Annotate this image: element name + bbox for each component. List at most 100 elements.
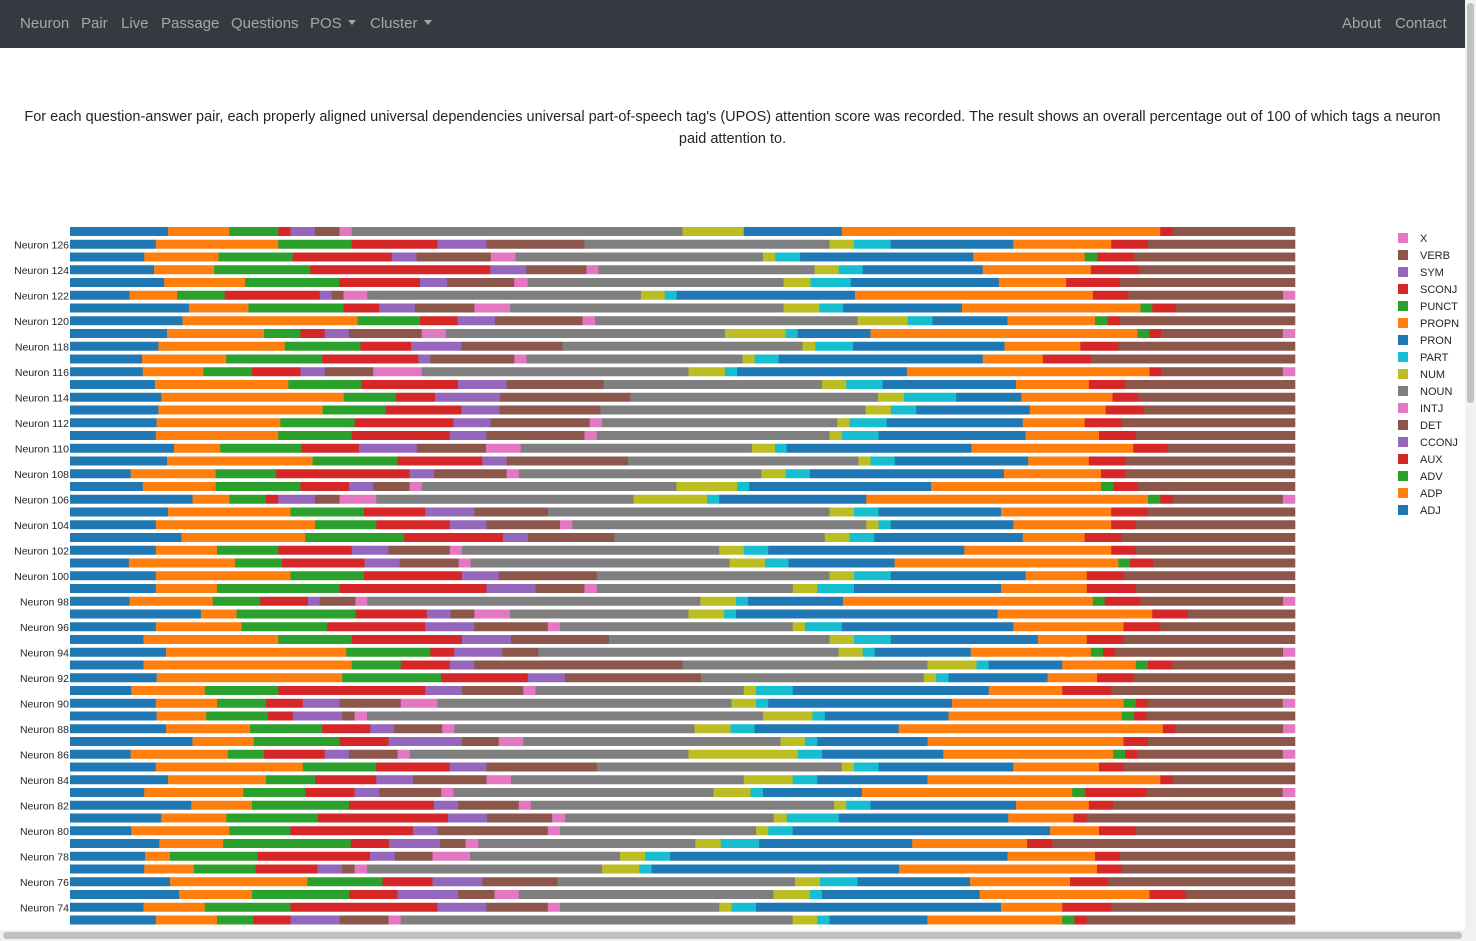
bar-segment-verb [1138, 265, 1296, 275]
bar-segment-intj [339, 227, 353, 236]
vertical-scrollbar[interactable] [1465, 0, 1476, 941]
bar-segment-x [1282, 788, 1296, 797]
nav-dropdown-cluster[interactable]: Cluster [370, 0, 432, 48]
bar-segment-aux [253, 915, 291, 925]
bar-segment-adj [70, 647, 167, 657]
legend-swatch [1398, 352, 1408, 362]
bar-segment-part [809, 890, 823, 899]
bar-segment-aux [404, 533, 504, 542]
nav-link-contact[interactable]: Contact [1395, 15, 1447, 32]
bar-segment-sconj [1099, 762, 1124, 772]
legend-label: NUM [1420, 369, 1445, 381]
bar-segment-punct [1095, 316, 1108, 326]
bar-segment-pron [916, 405, 1031, 415]
bar-segment-sconj [1062, 686, 1112, 695]
bar-segment-adj [70, 724, 167, 734]
bar-segment-adj [70, 239, 157, 249]
bar-segment-part [797, 749, 823, 759]
bar-segment-noun [627, 456, 859, 466]
bar-segment-verb [1134, 252, 1296, 262]
bar-row [70, 443, 1296, 453]
bar-segment-det [319, 596, 356, 606]
bar-segment-part [817, 915, 830, 925]
nav-link-live[interactable]: Live [121, 15, 149, 32]
bar-segment-propn [1028, 456, 1090, 466]
bar-segment-aux [343, 303, 380, 313]
bar-segment-aux [278, 686, 426, 695]
bar-segment-x [1282, 647, 1296, 657]
nav-link-about[interactable]: About [1342, 15, 1382, 32]
bar-segment-noun [530, 800, 835, 810]
nav-link-pair[interactable]: Pair [81, 15, 108, 32]
bar-segment-adp [159, 839, 224, 848]
bar-segment-sconj [1074, 915, 1088, 925]
bar-segment-det [331, 290, 344, 300]
nav-link-passage[interactable]: Passage [161, 15, 220, 32]
bar-row [70, 788, 1296, 797]
bar-segment-adv [218, 252, 294, 262]
bar-segment-det [416, 443, 487, 453]
bar-segment-verb [1120, 851, 1296, 861]
bar-segment-part [815, 341, 854, 351]
bar-segment-propn [1001, 507, 1112, 517]
legend-swatch [1398, 301, 1408, 311]
bar-segment-sconj [1088, 800, 1114, 810]
bar-segment-sconj [1104, 596, 1141, 606]
bar-segment-adp [168, 227, 230, 236]
bar-segment-aux [278, 545, 353, 555]
bar-segment-x [1282, 494, 1296, 504]
vertical-scrollbar-thumb[interactable] [1467, 3, 1474, 403]
legend-item: PROPN [1398, 318, 1459, 330]
bar-segment-pron [829, 915, 928, 925]
nav-link-neuron[interactable]: Neuron [20, 15, 70, 32]
bar-segment-intj [523, 686, 536, 695]
bar-segment-cconj [449, 520, 487, 530]
horizontal-scrollbar-thumb[interactable] [3, 932, 1462, 939]
bar-segment-pron [890, 571, 1026, 581]
bar-segment-verb [1128, 290, 1284, 300]
bar-row [70, 864, 1296, 874]
bar-segment-adp [166, 647, 347, 657]
bar-segment-noun [523, 737, 781, 746]
bar-segment-noun [366, 711, 764, 721]
bar-row [70, 431, 1296, 440]
bar-segment-propn [943, 749, 1114, 759]
bar-segment-det [462, 686, 524, 695]
bar-segment-adj [70, 596, 130, 606]
nav-link-questions[interactable]: Questions [231, 15, 299, 32]
bar-segment-det [462, 737, 500, 746]
y-tick-label: Neuron 88 [20, 724, 69, 736]
y-tick-label: Neuron 78 [20, 851, 69, 863]
bar-segment-verb [1140, 596, 1284, 606]
bar-segment-propn [841, 227, 1161, 236]
bar-segment-pron [857, 877, 971, 887]
bar-segment-adv [226, 354, 323, 364]
nav-dropdown-pos-label: POS [310, 15, 342, 32]
bar-segment-verb [1135, 545, 1296, 555]
bar-segment-punct [1084, 252, 1098, 262]
bar-segment-verb [1146, 711, 1296, 721]
bar-segment-intj [584, 584, 598, 593]
bar-segment-pron [854, 584, 1002, 593]
bar-segment-adj [70, 673, 157, 683]
bar-segment-intj [494, 890, 520, 899]
bar-segment-adp [155, 571, 291, 581]
bar-segment-pron [841, 622, 1014, 632]
bar-segment-noun [560, 826, 757, 836]
bar-segment-pron [749, 482, 932, 491]
bar-segment-num [682, 227, 745, 236]
bar-segment-verb [1172, 775, 1296, 785]
bar-segment-aux [266, 698, 304, 708]
bar-segment-pron [792, 686, 990, 695]
bar-segment-noun [351, 227, 683, 236]
bar-segment-propn [861, 788, 1073, 797]
bar-segment-noun [511, 775, 745, 785]
bar-segment-adv [177, 290, 225, 300]
bar-segment-propn [1013, 622, 1124, 632]
bar-segment-intj [514, 278, 528, 287]
bar-row [70, 737, 1296, 746]
nav-dropdown-pos[interactable]: POS [310, 0, 356, 48]
bar-segment-pron [890, 635, 1039, 644]
bar-segment-noun [421, 482, 677, 491]
horizontal-scrollbar[interactable] [0, 930, 1465, 941]
